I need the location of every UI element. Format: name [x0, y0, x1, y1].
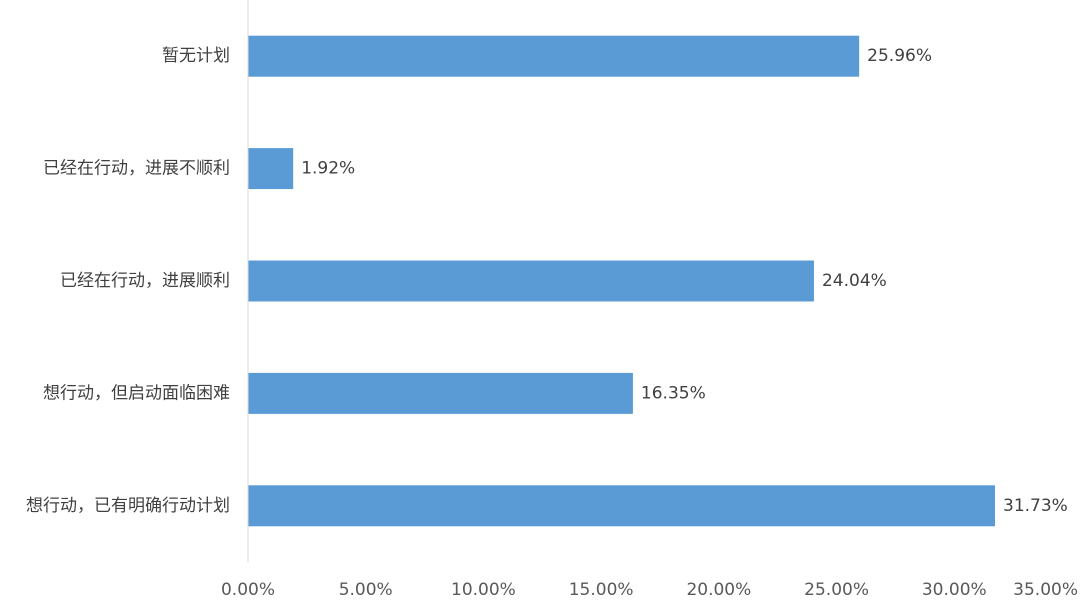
bar: [248, 148, 294, 190]
category-label: 想行动，已有明确行动计划: [26, 496, 230, 516]
x-tick-label: 0.00%: [221, 580, 275, 600]
x-tick-label: 10.00%: [451, 580, 516, 600]
bar: [248, 372, 633, 414]
x-tick-label: 25.00%: [804, 580, 869, 600]
bar: [248, 35, 860, 77]
category-label: 已经在行动，进展顺利: [60, 271, 230, 291]
data-label: 16.35%: [641, 383, 706, 403]
data-label: 31.73%: [1003, 496, 1068, 516]
category-label: 暂无计划: [162, 46, 230, 66]
x-tick-label: 5.00%: [339, 580, 393, 600]
x-tick-label: 30.00%: [922, 580, 987, 600]
category-label: 已经在行动，进展不顺利: [43, 159, 230, 179]
bars-layer: [248, 35, 996, 527]
data-label: 25.96%: [867, 46, 932, 66]
labels-layer: 暂无计划 25.96% 已经在行动，进展不顺利 1.92% 已经在行动，进展顺利 24.0…: [26, 46, 1078, 600]
data-label: 1.92%: [301, 159, 355, 179]
bar: [248, 260, 814, 302]
x-tick-label: 20.00%: [686, 580, 751, 600]
data-label: 24.04%: [822, 271, 887, 291]
bar: [248, 485, 996, 527]
x-tick-label: 15.00%: [569, 580, 634, 600]
x-tick-label: 35.00%: [1013, 580, 1078, 600]
category-label: 想行动，但启动面临困难: [43, 383, 230, 403]
